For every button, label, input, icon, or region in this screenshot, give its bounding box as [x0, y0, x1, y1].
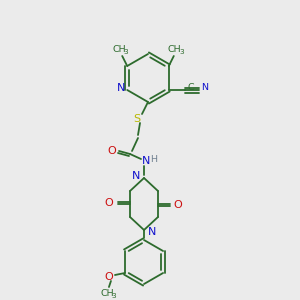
Text: H: H — [151, 154, 158, 164]
Text: O: O — [105, 272, 113, 282]
Text: CH: CH — [112, 46, 126, 55]
Text: N: N — [132, 171, 140, 181]
Text: 3: 3 — [179, 49, 184, 55]
Text: O: O — [105, 198, 113, 208]
Text: C: C — [188, 83, 194, 92]
Text: S: S — [134, 114, 141, 124]
Text: N: N — [201, 83, 208, 92]
Text: CH: CH — [168, 46, 182, 55]
Text: N: N — [117, 83, 125, 93]
Text: 3: 3 — [112, 293, 116, 299]
Text: O: O — [108, 146, 116, 156]
Text: N: N — [142, 156, 150, 166]
Text: O: O — [174, 200, 182, 210]
Text: N: N — [148, 227, 156, 237]
Text: 3: 3 — [124, 49, 128, 55]
Text: CH: CH — [100, 290, 114, 298]
